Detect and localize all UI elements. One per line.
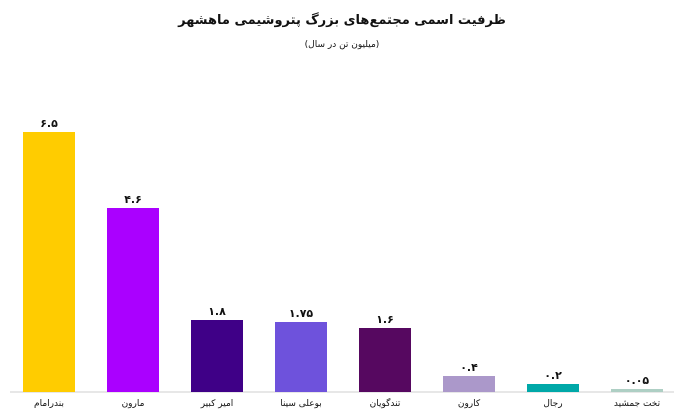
category-label: مارون	[122, 399, 145, 409]
bar-6	[443, 376, 495, 392]
bar-1	[23, 132, 75, 392]
category-label: تندگویان	[370, 397, 401, 409]
bar-value-label: ۱.۸	[208, 305, 226, 318]
bar-value-label: ۰.۰۵	[625, 374, 650, 387]
category-label: رجال	[543, 399, 562, 409]
bar-value-label: ۰.۴	[460, 361, 478, 374]
bar-value-label: ۴.۶	[124, 193, 142, 206]
bar-value-label: ۱.۷۵	[289, 307, 314, 320]
category-label: امیر کبیر	[200, 399, 234, 409]
category-label: تخت جمشید	[614, 399, 661, 409]
bar-3	[191, 320, 243, 392]
category-label: بندرامام	[34, 399, 64, 409]
bar-8	[611, 389, 663, 392]
chart-title: ظرفیت اسمی مجتمع‌های بزرگ پتروشیمی ماهشه…	[178, 13, 506, 28]
bar-5	[359, 328, 411, 392]
chart-subtitle: (میلیون تن در سال)	[304, 40, 380, 50]
category-label: کارون	[458, 399, 481, 409]
category-label: بوعلی سینا	[280, 399, 322, 409]
bar-value-label: ۶.۵	[40, 117, 58, 130]
bar-7	[527, 384, 579, 392]
bar-2	[107, 208, 159, 392]
bar-value-label: ۰.۲	[544, 369, 562, 382]
bar-value-label: ۱.۶	[376, 313, 394, 326]
bar-4	[275, 322, 327, 392]
